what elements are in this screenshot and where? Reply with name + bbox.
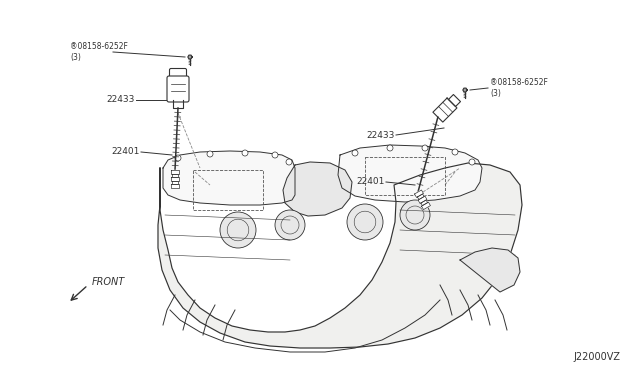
Circle shape [286, 159, 292, 165]
Circle shape [387, 145, 393, 151]
Bar [365, 157, 445, 195]
Circle shape [272, 152, 278, 158]
Text: 22433: 22433 [107, 96, 135, 105]
Circle shape [220, 212, 256, 248]
Circle shape [422, 145, 428, 151]
Text: ®08158-6252F
(3): ®08158-6252F (3) [70, 42, 128, 62]
Polygon shape [188, 55, 192, 59]
Text: 22401: 22401 [356, 177, 385, 186]
Circle shape [352, 150, 358, 156]
Polygon shape [422, 202, 431, 209]
Polygon shape [173, 100, 183, 108]
Circle shape [469, 159, 475, 165]
Text: ®08158-6252F
(3): ®08158-6252F (3) [490, 78, 548, 99]
Circle shape [347, 204, 383, 240]
Circle shape [452, 149, 458, 155]
Polygon shape [158, 163, 522, 348]
Text: J22000VZ: J22000VZ [573, 352, 620, 362]
Polygon shape [433, 98, 457, 122]
Circle shape [207, 151, 213, 157]
Polygon shape [171, 170, 179, 174]
Circle shape [242, 150, 248, 156]
Polygon shape [415, 190, 424, 198]
Polygon shape [421, 200, 428, 206]
FancyBboxPatch shape [170, 68, 186, 80]
Polygon shape [463, 88, 467, 92]
Bar [193, 170, 263, 210]
Circle shape [400, 200, 430, 230]
Polygon shape [338, 145, 482, 202]
Circle shape [275, 210, 305, 240]
Polygon shape [418, 196, 427, 203]
Polygon shape [460, 248, 520, 292]
Polygon shape [163, 151, 295, 205]
Polygon shape [172, 174, 178, 177]
Polygon shape [417, 194, 424, 199]
Polygon shape [283, 162, 352, 216]
Polygon shape [171, 177, 179, 181]
Polygon shape [171, 184, 179, 188]
Polygon shape [449, 94, 461, 106]
Circle shape [175, 155, 181, 161]
Text: 22433: 22433 [367, 131, 395, 140]
Text: FRONT: FRONT [92, 277, 125, 287]
FancyBboxPatch shape [167, 76, 189, 102]
Text: 22401: 22401 [111, 148, 140, 157]
Polygon shape [172, 181, 178, 184]
